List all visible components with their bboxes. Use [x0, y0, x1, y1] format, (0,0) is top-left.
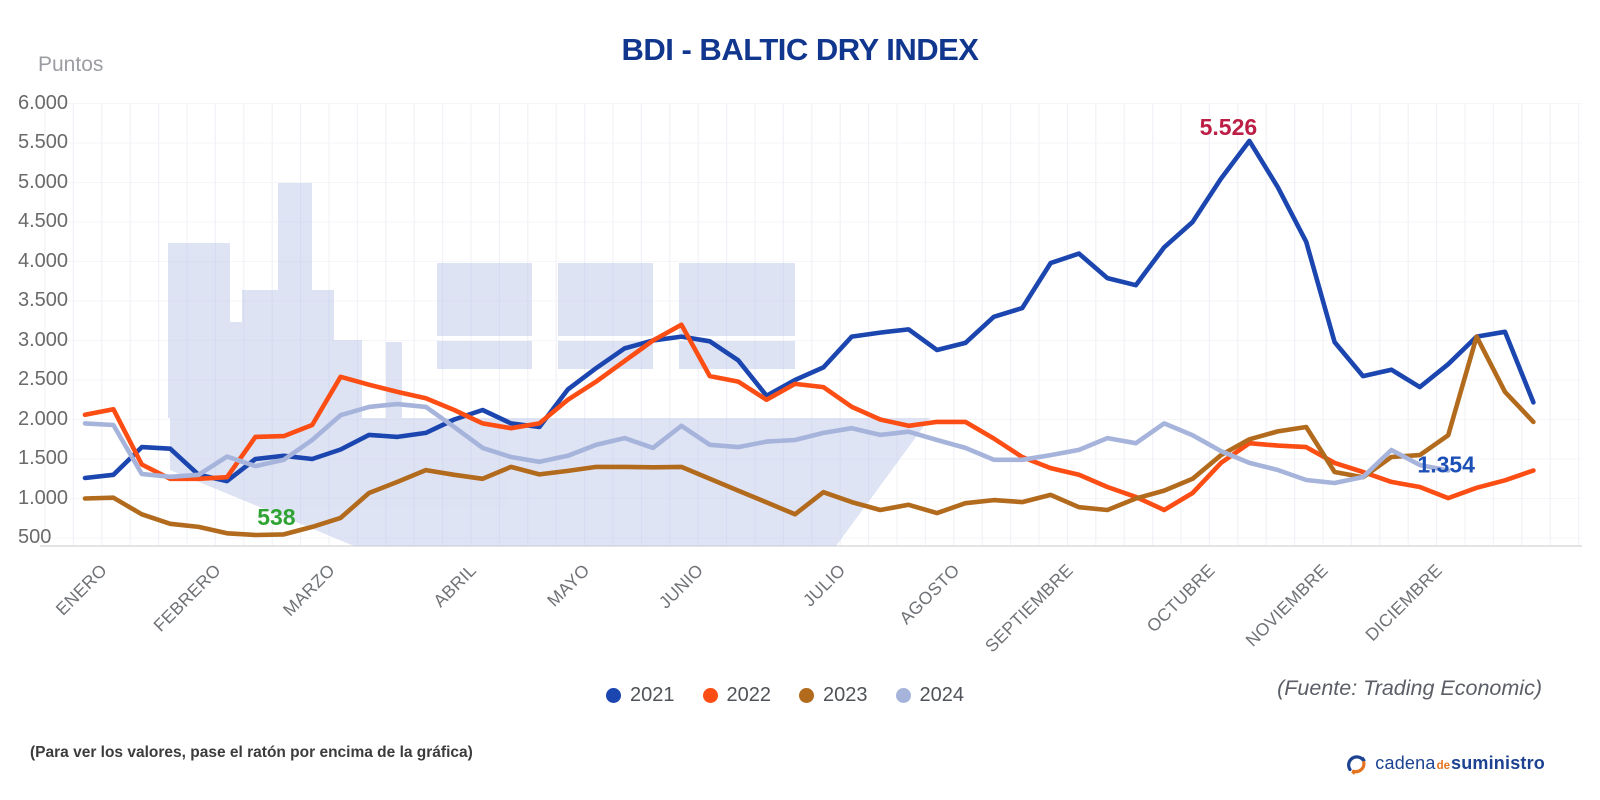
chart-title: BDI - BALTIC DRY INDEX: [621, 32, 980, 67]
annotation-1.354: 1.354: [1417, 452, 1475, 478]
legend-label-2023: 2023: [823, 684, 868, 706]
brand-logo-suministro: suministro: [1450, 753, 1545, 773]
y-tick-2.000: 2.000: [18, 407, 69, 430]
y-tick-500: 500: [18, 526, 52, 548]
legend-item-2022: 2022: [702, 684, 772, 707]
legend-item-2023: 2023: [799, 684, 868, 707]
brand-logo: cadena de suministro: [1345, 752, 1545, 775]
legend-label-2022: 2022: [726, 684, 772, 706]
legend-item-2024: 2024: [895, 684, 965, 707]
hover-instruction-note: (Para ver los valores, pase el ratón por…: [30, 744, 473, 761]
brand-logo-cadena: cadena: [1375, 753, 1436, 773]
legend-dot-2024: [895, 688, 911, 703]
y-tick-4.500: 4.500: [18, 210, 69, 232]
annotation-538: 538: [257, 504, 296, 530]
y-tick-1.000: 1.000: [18, 486, 69, 509]
legend-item-2021: 2021: [606, 684, 675, 707]
legend: 2021 2022 2023 2024: [0, 684, 1570, 707]
annotation-5.526: 5.526: [1200, 114, 1258, 140]
series-line-2022: [82, 322, 1536, 513]
series-line-2023: [82, 334, 1536, 538]
legend-label-2024: 2024: [919, 684, 965, 706]
y-tick-2.500: 2.500: [18, 368, 69, 390]
series-line-2021: [82, 138, 1536, 484]
legend-dot-2021: [606, 688, 621, 703]
ship-watermark: [168, 183, 930, 546]
series-line-2024: [82, 401, 1451, 486]
y-axis-title: Puntos: [38, 53, 104, 76]
legend-dot-2023: [799, 688, 814, 703]
brand-logo-text: cadena de suministro: [1375, 753, 1545, 774]
brand-logo-de: de: [1436, 760, 1450, 772]
y-tick-5.000: 5.000: [18, 170, 69, 193]
y-tick-5.500: 5.500: [18, 131, 69, 153]
source-note: (Fuente: Trading Economic): [1277, 676, 1542, 700]
circular-arrows-logo-icon: [1347, 755, 1367, 775]
y-tick-1.500: 1.500: [18, 447, 69, 469]
y-tick-6.000: 6.000: [18, 91, 69, 114]
legend-label-2021: 2021: [630, 684, 675, 706]
legend-dot-2022: [702, 688, 718, 703]
y-tick-4.000: 4.000: [18, 249, 69, 272]
y-tick-3.500: 3.500: [18, 289, 69, 311]
y-tick-3.000: 3.000: [18, 328, 69, 351]
